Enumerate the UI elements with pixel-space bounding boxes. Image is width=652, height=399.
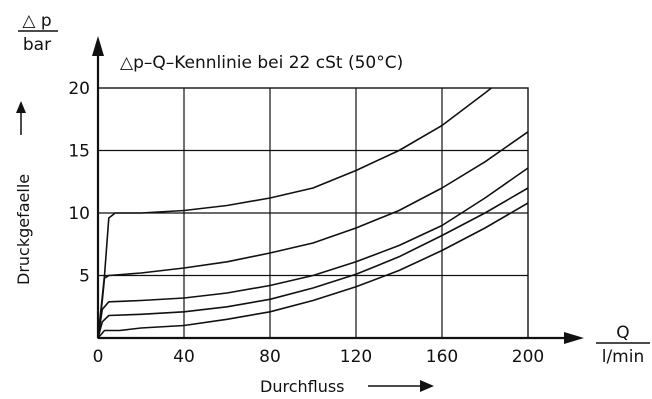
y-label-arrow (16, 101, 26, 135)
x-tick-label: 160 (426, 347, 458, 367)
x-unit-bottom: l/min (602, 347, 645, 367)
chart-title: △p–Q–Kennlinie bei 22 cSt (50°C) (120, 53, 403, 73)
x-tick-label: 0 (93, 347, 104, 367)
x-tick-label: 200 (512, 347, 544, 367)
tick-labels: 0 40 80 120 160 200 5 10 15 20 (68, 79, 544, 367)
curve-4 (97, 187, 529, 339)
x-tick-label: 120 (340, 347, 372, 367)
curve-3 (97, 167, 529, 339)
y-tick-label: 15 (68, 142, 90, 162)
x-label-arrow (368, 380, 434, 392)
axes (92, 36, 584, 344)
x-axis-arrowhead (564, 332, 584, 344)
x-axis-label: Durchfluss (260, 377, 345, 396)
y-axis-label: Druckgefaelle (14, 174, 33, 285)
x-tick-label: 40 (173, 347, 195, 367)
curve-1 (97, 87, 492, 339)
x-unit-top: Q (616, 323, 629, 343)
y-tick-label: 10 (68, 204, 90, 224)
y-tick-label: 20 (68, 79, 90, 99)
y-axis-arrowhead (92, 36, 104, 56)
y-tick-label: 5 (79, 267, 90, 287)
curves (97, 87, 529, 339)
curve-2 (97, 131, 529, 339)
y-unit-bottom: bar (23, 35, 51, 55)
curve-5 (97, 202, 529, 339)
x-tick-label: 80 (259, 347, 281, 367)
y-unit-top: △ p (22, 11, 51, 31)
